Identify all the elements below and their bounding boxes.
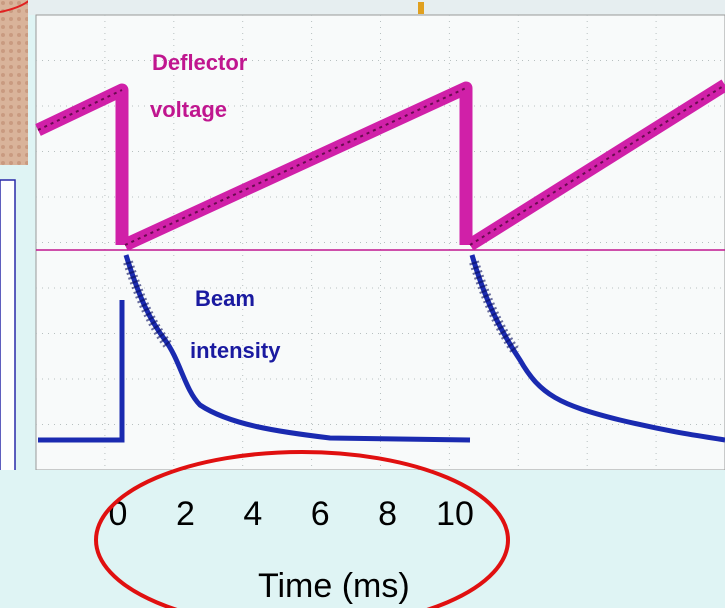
axis-area — [0, 470, 725, 608]
scope-header — [28, 0, 725, 15]
deflector-noise — [37, 84, 725, 246]
x-tick-label: 4 — [243, 495, 262, 533]
beam-trace — [38, 254, 725, 443]
x-axis-label: Time (ms) — [258, 567, 410, 605]
annotation: voltage — [150, 97, 227, 122]
x-axis: 0 2 4 6 8 10 — [109, 495, 474, 533]
trigger-marker — [418, 2, 424, 14]
annotation: intensity — [190, 338, 281, 363]
x-tick-label: 2 — [176, 495, 195, 533]
annotation: Beam — [195, 286, 255, 311]
annotation: Deflector — [152, 50, 248, 75]
beam-noise — [123, 260, 521, 355]
x-tick-label: 8 — [378, 495, 397, 533]
x-tick-label: 10 — [436, 495, 474, 533]
highlight-ellipse — [94, 450, 510, 608]
x-tick-label: 6 — [311, 495, 330, 533]
scope-grid — [36, 15, 725, 470]
photo-fragment — [0, 0, 28, 165]
deflector-trace — [35, 79, 725, 251]
